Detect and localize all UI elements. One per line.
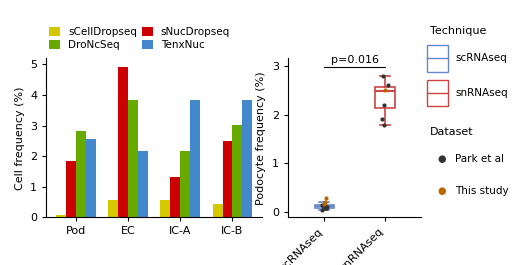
Point	[383, 83, 392, 87]
Point	[323, 204, 332, 209]
Bar	[180, 151, 190, 217]
Bar	[86, 139, 96, 217]
PathPatch shape	[375, 87, 395, 108]
Text: Dataset: Dataset	[430, 127, 473, 137]
Point	[321, 200, 329, 204]
Point	[320, 201, 328, 206]
Point	[378, 117, 387, 122]
Bar	[76, 131, 86, 217]
Point	[379, 74, 388, 78]
Text: ●: ●	[437, 186, 446, 196]
Text: snRNAseq: snRNAseq	[455, 88, 508, 98]
Point	[319, 202, 327, 207]
Bar	[170, 177, 180, 217]
Bar	[128, 100, 138, 217]
Point	[322, 196, 330, 200]
PathPatch shape	[315, 205, 334, 208]
Text: Park et al: Park et al	[455, 154, 504, 164]
Bar	[213, 204, 223, 217]
Point	[322, 206, 330, 211]
Point	[320, 204, 328, 208]
Text: Technique: Technique	[430, 26, 486, 37]
Bar	[118, 67, 128, 217]
Bar	[243, 100, 252, 217]
Bar	[108, 200, 118, 217]
Bar	[190, 100, 200, 217]
Bar	[160, 200, 170, 217]
Point	[381, 88, 389, 92]
Bar	[56, 215, 66, 217]
Y-axis label: Podocyte frequency (%): Podocyte frequency (%)	[256, 71, 266, 205]
Y-axis label: Cell frequency (%): Cell frequency (%)	[14, 86, 25, 189]
Point	[322, 205, 330, 210]
Point	[380, 103, 388, 107]
Bar	[232, 125, 243, 217]
Point	[320, 204, 328, 208]
Point	[380, 123, 389, 127]
Point	[318, 203, 326, 207]
Point	[318, 208, 326, 212]
Point	[320, 206, 328, 210]
Legend: sCellDropseq, DroNcSeq, sNucDropseq, TenxNuc: sCellDropseq, DroNcSeq, sNucDropseq, Ten…	[49, 27, 230, 50]
Text: scRNAseq: scRNAseq	[455, 53, 507, 63]
Text: This study: This study	[455, 186, 509, 196]
Bar	[223, 141, 232, 217]
Text: ●: ●	[437, 154, 446, 164]
Bar	[66, 161, 76, 217]
Text: p=0.016: p=0.016	[331, 55, 379, 65]
Bar	[138, 151, 148, 217]
